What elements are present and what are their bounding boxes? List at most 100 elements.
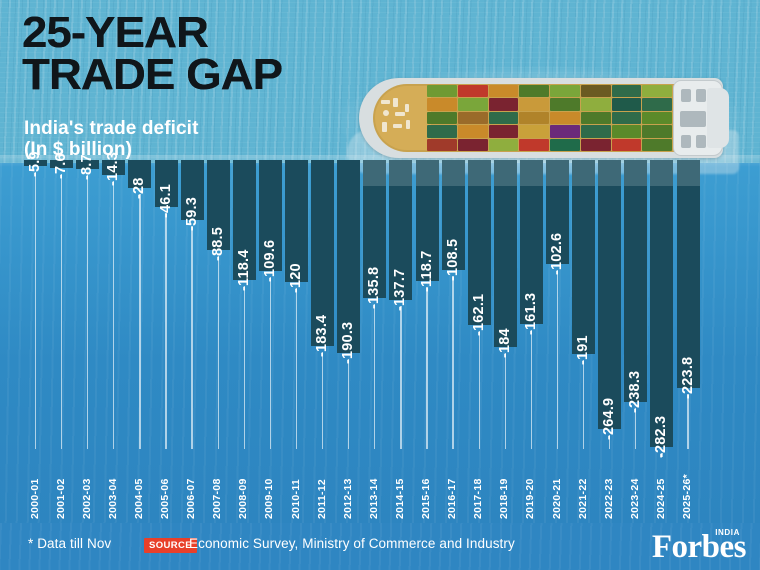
cargo-container — [611, 111, 642, 125]
cargo-container — [580, 111, 611, 125]
leader-line — [687, 393, 689, 449]
bar-value-label: -137.7 — [392, 268, 409, 311]
source-text: Economic Survey, Ministry of Commerce an… — [189, 536, 515, 551]
x-axis-tick-label: 2021-22 — [576, 478, 589, 519]
bar-2004-05[interactable] — [128, 160, 152, 189]
cargo-container — [427, 125, 457, 138]
leader-line — [635, 408, 637, 449]
bar-value-label: -191 — [575, 335, 592, 366]
bar-2012-13[interactable] — [337, 160, 361, 354]
leader-line — [556, 270, 559, 449]
cargo-container — [488, 138, 519, 151]
bar-value-label: -282.3 — [653, 415, 670, 458]
x-axis-tick-label: 2018-19 — [498, 478, 511, 519]
title-line-2: TRADE GAP — [22, 50, 283, 100]
leader-line — [530, 329, 533, 449]
cargo-container — [550, 98, 580, 111]
cargo-container — [427, 85, 457, 98]
bar-2001-02[interactable] — [50, 160, 74, 168]
x-axis-tick-label: 2015-16 — [420, 478, 432, 519]
leader-line — [661, 453, 663, 457]
bar-value-label: -264.9 — [601, 397, 618, 441]
bar-value-label: -109.6 — [261, 240, 278, 283]
bar-value-label: -190.3 — [340, 322, 357, 365]
subtitle-line-2: (In $ billion) — [24, 139, 132, 161]
leader-line — [87, 174, 89, 449]
bar-2002-03[interactable] — [76, 160, 100, 169]
bar-2009-10[interactable] — [258, 160, 282, 272]
cargo-container — [427, 111, 457, 125]
bar-2020-21[interactable] — [546, 160, 569, 265]
leader-line — [295, 287, 298, 449]
bar-value-label: -135.8 — [366, 266, 383, 310]
bar-2005-06[interactable] — [154, 160, 178, 207]
cargo-container — [488, 111, 519, 125]
x-axis-tick-label: 2012-13 — [341, 478, 354, 519]
bar-2014-15[interactable] — [389, 160, 413, 300]
bar-value-label: -238.3 — [627, 370, 644, 414]
cargo-container — [519, 98, 549, 111]
bar-2018-19[interactable] — [493, 160, 517, 348]
leader-line — [269, 277, 272, 449]
x-axis-tick-label: 2010-11 — [289, 478, 302, 519]
x-axis-tick-label: 2013-14 — [367, 478, 380, 519]
bar-value-label: -118.4 — [235, 249, 252, 292]
leader-line — [243, 286, 245, 449]
leader-line — [165, 212, 167, 449]
cargo-container — [457, 138, 488, 151]
leader-line — [582, 360, 585, 449]
x-axis-tick-label: 2006-07 — [185, 478, 198, 519]
bar-2011-12[interactable] — [311, 160, 335, 347]
cargo-container — [550, 138, 580, 151]
cargo-container — [550, 111, 580, 125]
cargo-container — [580, 98, 611, 111]
x-axis-tick-label: 2009-10 — [263, 478, 276, 519]
forbes-india-tag: INDIA — [715, 528, 740, 537]
bar-2008-09[interactable] — [232, 160, 256, 281]
bar-2010-11[interactable] — [285, 160, 308, 282]
cargo-container — [519, 138, 549, 151]
cargo-container — [642, 125, 672, 138]
bar-2023-24[interactable] — [624, 160, 648, 403]
cargo-container — [457, 125, 488, 138]
bar-2017-18[interactable] — [467, 160, 491, 325]
leader-line — [139, 194, 141, 449]
container-ship-illustration — [337, 66, 745, 176]
x-axis-tick-label: 2008-09 — [237, 478, 250, 519]
bar-2000-01[interactable] — [24, 160, 47, 166]
page-subtitle: India's trade deficit (In $ billion) — [24, 118, 199, 161]
x-axis-tick-label: 2016-17 — [446, 478, 459, 519]
bar-2024-25[interactable] — [650, 160, 674, 447]
forbes-india-logo: Forbes INDIA — [652, 528, 747, 565]
x-axis-tick-label: 2019-20 — [524, 478, 537, 519]
bar-2006-07[interactable] — [180, 160, 204, 221]
bar-2025-26[interactable] — [676, 160, 700, 388]
bar-2007-08[interactable] — [206, 160, 230, 250]
x-axis-tick-label: 2017-18 — [472, 478, 485, 519]
x-axis-tick-label: 2020-21 — [550, 478, 563, 519]
bar-2003-04[interactable] — [102, 160, 126, 175]
bar-value-label: -118.7 — [418, 250, 435, 292]
ship-bow-fittings — [381, 98, 421, 138]
bar-value-label: -88.5 — [209, 226, 226, 261]
cargo-container — [642, 98, 672, 111]
cargo-container — [611, 98, 642, 111]
cargo-container — [611, 138, 642, 151]
bar-2015-16[interactable] — [415, 160, 439, 281]
cargo-container — [427, 98, 457, 111]
page-title: 25-YEAR TRADE GAP — [22, 11, 283, 100]
x-axis-tick-label: 2023-24 — [628, 478, 641, 519]
ocean-footer-band — [0, 523, 760, 570]
source-badge: SOURCE — [144, 538, 198, 553]
bar-2021-22[interactable] — [572, 160, 596, 355]
bar-value-label: -223.8 — [679, 356, 696, 399]
bar-2013-14[interactable] — [363, 160, 387, 299]
cargo-container — [427, 138, 457, 151]
x-axis-tick-label: 2025-26* — [681, 473, 693, 519]
x-axis-tick-label: 2005-06 — [159, 478, 171, 519]
bar-2016-17[interactable] — [441, 160, 465, 271]
title-line-1: 25-YEAR — [22, 8, 209, 57]
x-axis-tick-label: 2011-12 — [315, 478, 328, 519]
bar-2019-20[interactable] — [519, 160, 543, 324]
bar-2022-23[interactable] — [598, 160, 622, 430]
